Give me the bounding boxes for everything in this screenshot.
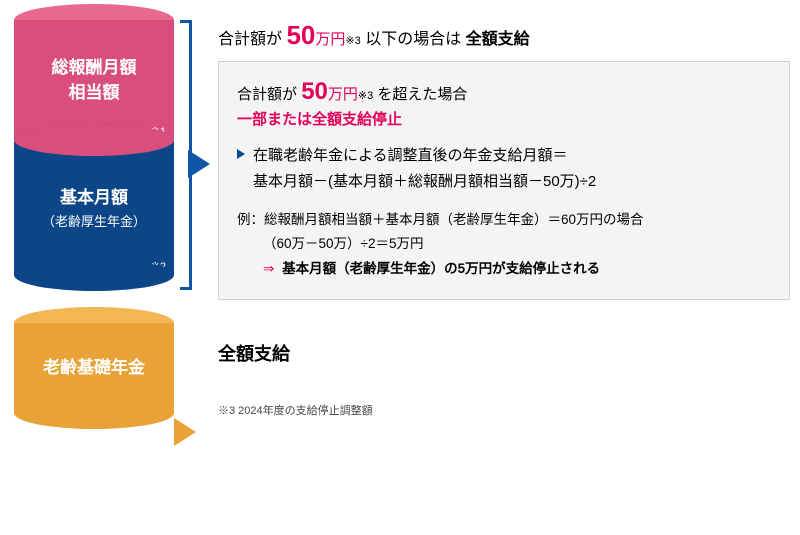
top-tail: 全額支給 <box>466 31 530 48</box>
box-row1: 合計額が 50万円※3 を超えた場合 <box>237 78 771 106</box>
bottom-text: 全額支給 <box>218 340 290 366</box>
cylinder-bot: 老齢基礎年金 <box>14 323 174 413</box>
cylinder-top: 総報酬月額 相当額 ※1 <box>14 20 174 140</box>
example: 例：総報酬月額相当額＋基本月額（老齢厚生年金）＝60万円の場合 （60万－50万… <box>237 208 771 281</box>
formula-l2: 基本月額－(基本月額＋総報酬月額相当額－50万)÷2 <box>253 169 771 195</box>
footnote: ※3 2024年度の支給停止調整額 <box>188 402 790 418</box>
cyl2-line1: 基本月額 <box>60 185 128 211</box>
cyl-top-body: 総報酬月額 相当額 ※1 <box>14 20 174 140</box>
cyl-bot-bottom <box>14 397 174 429</box>
box-pre: 合計額が <box>237 86 297 103</box>
top-post: 以下の場合は <box>365 31 461 48</box>
top-pre: 合計額が <box>218 31 282 48</box>
ex-head: 例：総報酬月額相当額＋基本月額（老齢厚生年金）＝60万円の場合 <box>237 208 771 232</box>
cylinder-stack: 総報酬月額 相当額 ※1 基本月額 （老齢厚生年金） ※2 老齢基礎年金 <box>10 20 180 418</box>
box-unit: 万円 <box>328 86 358 103</box>
arrow-icon: ⇒ <box>263 261 274 276</box>
cyl-mid-body: 基本月額 （老齢厚生年金） ※2 <box>14 140 174 275</box>
cyl1-line2: 相当額 <box>69 80 120 106</box>
box-note: ※3 <box>358 90 373 102</box>
top-line: 合計額が 50万円※3 以下の場合は 全額支給 <box>188 20 790 51</box>
cyl-top-bottom <box>14 124 174 156</box>
formula-l1: 在職老齢年金による調整直後の年金支給月額＝ <box>253 143 771 169</box>
right-column: 合計額が 50万円※3 以下の場合は 全額支給 合計額が 50万円※3 を超えた… <box>188 20 790 418</box>
ex-result-row: ⇒ 基本月額（老齢厚生年金）の5万円が支給停止される <box>237 257 771 281</box>
box-amount: 50 <box>301 78 328 105</box>
cyl2-sub: （老齢厚生年金） <box>42 211 146 230</box>
formula: 在職老齢年金による調整直後の年金支給月額＝ 基本月額－(基本月額＋総報酬月額相当… <box>237 143 771 194</box>
info-box: 合計額が 50万円※3 を超えた場合 一部または全額支給停止 在職老齢年金による… <box>218 61 790 300</box>
cyl-mid-bottom <box>14 259 174 291</box>
arrow-icon-top <box>188 150 210 178</box>
arrow-icon-bottom <box>174 418 196 446</box>
top-note: ※3 <box>345 35 360 47</box>
cyl3-line1: 老齢基礎年金 <box>43 355 145 381</box>
bottom-zone: 全額支給 <box>188 340 790 366</box>
top-amount: 50 <box>286 20 315 50</box>
top-unit: 万円 <box>315 31 345 48</box>
cyl1-line1: 総報酬月額 <box>52 55 137 81</box>
ex-res: 基本月額（老齢厚生年金）の5万円が支給停止される <box>282 261 600 276</box>
box-post: を超えた場合 <box>377 86 467 103</box>
ex-calc: （60万－50万）÷2＝5万円 <box>237 232 771 256</box>
box-stop: 一部または全額支給停止 <box>237 108 771 129</box>
cylinder-mid: 基本月額 （老齢厚生年金） ※2 <box>14 140 174 275</box>
